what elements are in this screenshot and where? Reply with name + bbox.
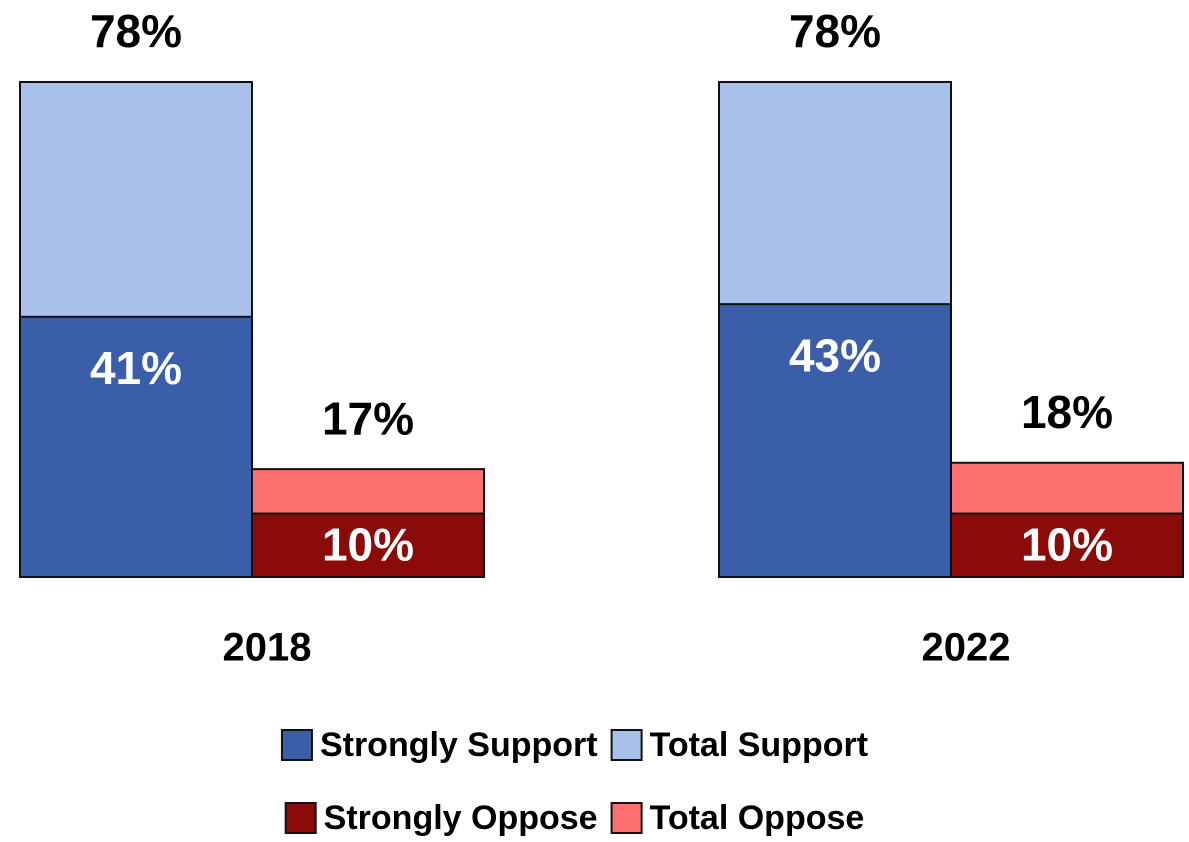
data-label: 78% bbox=[90, 5, 182, 57]
data-label: 10% bbox=[322, 518, 414, 570]
data-label: 43% bbox=[789, 329, 881, 381]
data-label: 10% bbox=[1021, 518, 1113, 570]
legend-swatch bbox=[610, 729, 643, 761]
legend-label: Strongly Support bbox=[320, 726, 598, 764]
x-tick-label: 2018 bbox=[223, 626, 312, 670]
legend-swatch bbox=[280, 729, 313, 761]
legend-swatch bbox=[284, 802, 317, 834]
data-label: 41% bbox=[90, 342, 182, 394]
legend-label: Total Oppose bbox=[650, 799, 865, 837]
bar bbox=[718, 303, 952, 578]
bar bbox=[251, 512, 485, 578]
legend-label: Strongly Oppose bbox=[324, 799, 598, 837]
bar bbox=[950, 512, 1184, 578]
legend-swatch bbox=[610, 802, 643, 834]
data-label: 78% bbox=[789, 5, 881, 57]
legend-label: Total Support bbox=[650, 726, 868, 764]
data-label: 17% bbox=[322, 392, 414, 444]
x-tick-label: 2022 bbox=[922, 626, 1011, 670]
bar bbox=[19, 315, 253, 578]
data-label: 18% bbox=[1021, 386, 1113, 438]
